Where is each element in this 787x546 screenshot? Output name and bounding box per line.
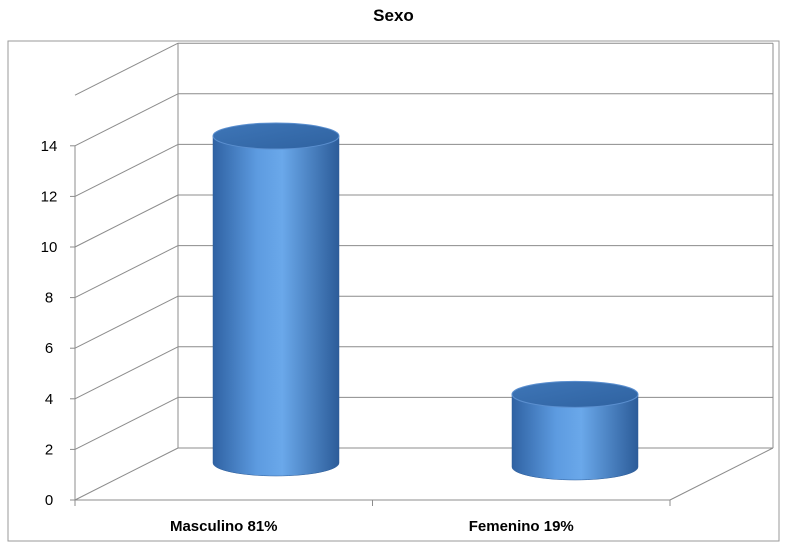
y-tick-label: 6 [45, 340, 53, 357]
floor-right-edge [669, 447, 774, 501]
chart-border [7, 40, 780, 542]
x-category-label: Masculino 81% [170, 518, 278, 535]
side-gridline [74, 295, 179, 349]
y-tick-label: 10 [41, 239, 58, 256]
bar-body [212, 135, 340, 477]
bar-top [212, 122, 340, 150]
side-gridline [74, 245, 179, 299]
side-gridline [74, 93, 179, 147]
side-gridline [74, 42, 179, 96]
y-tick-label: 14 [41, 138, 58, 155]
bar-body [511, 394, 639, 481]
bar-top [511, 380, 639, 408]
side-gridline [74, 143, 179, 197]
y-tick-label: 0 [45, 492, 53, 509]
y-tick-label: 8 [45, 290, 53, 307]
y-tick-label: 4 [45, 391, 53, 408]
side-gridline [74, 346, 179, 400]
side-gridline [74, 447, 179, 501]
side-gridline [74, 396, 179, 450]
y-tick-label: 2 [45, 441, 53, 458]
chart-title: Sexo [373, 6, 414, 25]
side-gridline [74, 194, 179, 248]
bar-cylinder [212, 122, 340, 477]
x-category-label: Femenino 19% [469, 518, 574, 535]
y-tick-label: 12 [41, 188, 58, 205]
bar-cylinder [511, 380, 639, 481]
